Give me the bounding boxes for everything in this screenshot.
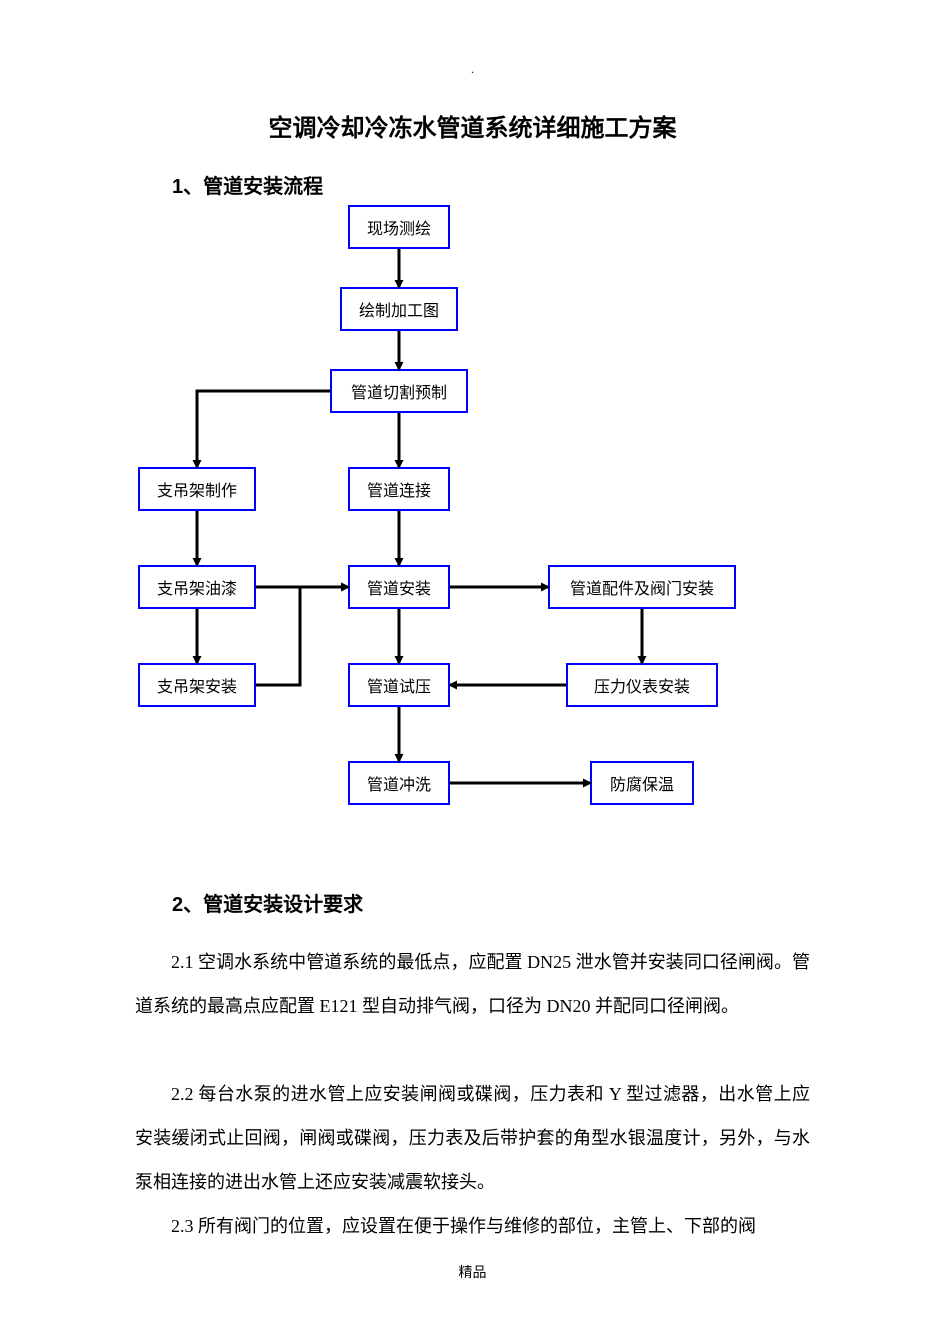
document-title: 空调冷却冷冻水管道系统详细施工方案 [0, 108, 945, 143]
paragraph-2-3: 2.3 所有阀门的位置，应设置在便于操作与维修的部位，主管上、下部的阀 [135, 1204, 810, 1248]
paragraph-2-2: 2.2 每台水泵的进水管上应安装闸阀或碟阀，压力表和 Y 型过滤器，出水管上应安… [135, 1072, 810, 1204]
section-2-heading: 2、管道安装设计要求 [172, 888, 363, 917]
paragraph-2-1: 2.1 空调水系统中管道系统的最低点，应配置 DN25 泄水管并安装同口径闸阀。… [135, 940, 810, 1028]
installation-flowchart: 现场测绘绘制加工图管道切割预制支吊架制作管道连接支吊架油漆管道安装管道配件及阀门… [130, 205, 830, 825]
paragraph-text: 2.2 每台水泵的进水管上应安装闸阀或碟阀，压力表和 Y 型过滤器，出水管上应安… [135, 1084, 810, 1192]
paragraph-text: 2.3 所有阀门的位置，应设置在便于操作与维修的部位，主管上、下部的阀 [171, 1216, 756, 1236]
paragraph-text: 2.1 空调水系统中管道系统的最低点，应配置 DN25 泄水管并安装同口径闸阀。… [135, 952, 810, 1016]
page-header-dot: . [0, 62, 945, 77]
page-footer: 精品 [0, 1262, 945, 1282]
flowchart-arrows [130, 205, 830, 825]
section-1-heading: 1、管道安装流程 [172, 170, 323, 199]
